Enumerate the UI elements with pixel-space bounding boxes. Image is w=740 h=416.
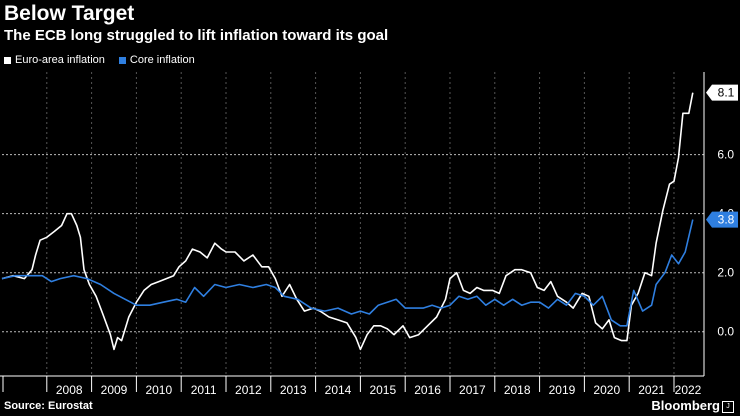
legend: Euro-area inflation Core inflation	[4, 54, 195, 66]
x-tick-label: 2008	[56, 383, 83, 397]
legend-label-core: Core inflation	[129, 54, 195, 66]
x-tick-label: 2015	[369, 383, 396, 397]
chart-subtitle: The ECB long struggled to lift inflation…	[4, 27, 389, 44]
x-tick-label: 2019	[549, 383, 576, 397]
series-line-headline	[1, 92, 694, 351]
end-label-core: 3.8	[718, 213, 735, 227]
legend-item-core: Core inflation	[118, 54, 195, 66]
end-label-headline: 8.1	[718, 86, 735, 100]
brand-mark-icon: J	[722, 401, 734, 413]
legend-swatch-core	[118, 56, 126, 64]
x-tick-label: 2016	[414, 383, 441, 397]
series-line-core	[1, 219, 694, 327]
x-tick-label: 2022	[675, 383, 702, 397]
x-tick-label: 2021	[638, 383, 665, 397]
x-tick-label: 2009	[101, 383, 128, 397]
x-tick-label: 2017	[459, 383, 486, 397]
legend-item-headline: Euro-area inflation	[4, 54, 105, 66]
x-tick-label: 2018	[504, 383, 531, 397]
source-note: Source: Eurostat	[4, 400, 93, 412]
x-tick-label: 2020	[593, 383, 620, 397]
x-tick-label: 2013	[280, 383, 307, 397]
x-tick-label: 2012	[235, 383, 262, 397]
end-label-box-core	[706, 211, 738, 228]
legend-label-headline: Euro-area inflation	[15, 54, 105, 66]
chart-title: Below Target	[4, 2, 135, 25]
brand-logo: Bloomberg	[651, 398, 720, 413]
y-tick-label: 0.0	[717, 325, 734, 339]
y-tick-label: 6.0	[717, 148, 734, 162]
x-tick-label: 2011	[191, 383, 217, 397]
y-tick-label: 2.0	[717, 266, 734, 280]
legend-swatch-headline	[4, 56, 11, 64]
end-label-box-headline	[706, 84, 738, 101]
x-tick-label: 2010	[145, 383, 172, 397]
x-tick-label: 2014	[325, 383, 352, 397]
